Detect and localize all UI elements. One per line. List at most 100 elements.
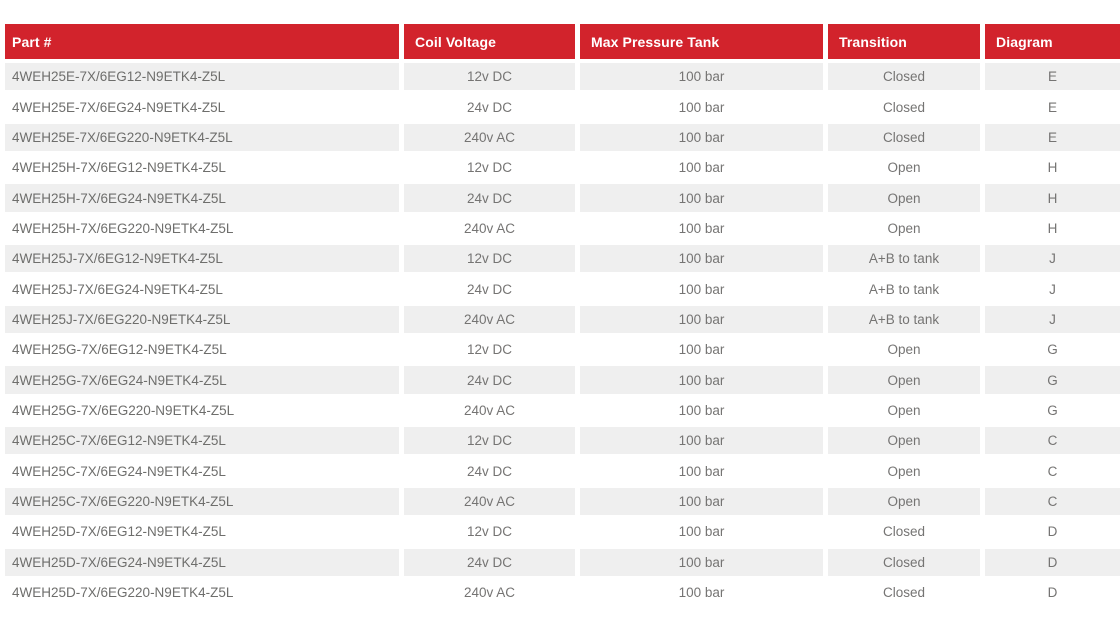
cell-part-number: 4WEH25J-7X/6EG24-N9ETK4-Z5L [5, 275, 399, 303]
cell-diagram: H [985, 214, 1120, 243]
cell-transition: Open [828, 366, 980, 394]
table-row: 4WEH25J-7X/6EG220-N9ETK4-Z5L 240v AC 100… [5, 305, 1120, 334]
cell-max-pressure-tank: 100 bar [580, 305, 823, 334]
cell-diagram: C [985, 427, 1120, 455]
cell-coil-voltage: 12v DC [404, 427, 575, 455]
table-body: 4WEH25E-7X/6EG12-N9ETK4-Z5L 12v DC 100 b… [5, 63, 1120, 607]
table-row: 4WEH25G-7X/6EG12-N9ETK4-Z5L 12v DC 100 b… [5, 336, 1120, 364]
cell-transition: Open [828, 457, 980, 485]
cell-diagram: E [985, 63, 1120, 91]
table-header-row: Part # Coil Voltage Max Pressure Tank Tr… [5, 24, 1120, 59]
table-row: 4WEH25H-7X/6EG12-N9ETK4-Z5L 12v DC 100 b… [5, 154, 1120, 182]
cell-diagram: J [985, 305, 1120, 334]
column-header-transition: Transition [828, 24, 980, 59]
cell-coil-voltage: 12v DC [404, 63, 575, 91]
cell-part-number: 4WEH25E-7X/6EG220-N9ETK4-Z5L [5, 123, 399, 152]
cell-part-number: 4WEH25J-7X/6EG220-N9ETK4-Z5L [5, 305, 399, 334]
cell-max-pressure-tank: 100 bar [580, 154, 823, 182]
table-row: 4WEH25J-7X/6EG24-N9ETK4-Z5L 24v DC 100 b… [5, 275, 1120, 303]
cell-transition: Closed [828, 63, 980, 91]
cell-part-number: 4WEH25G-7X/6EG220-N9ETK4-Z5L [5, 396, 399, 425]
cell-transition: Open [828, 154, 980, 182]
parts-spec-table: Part # Coil Voltage Max Pressure Tank Tr… [5, 24, 1120, 607]
table-row: 4WEH25J-7X/6EG12-N9ETK4-Z5L 12v DC 100 b… [5, 245, 1120, 273]
table-row: 4WEH25G-7X/6EG220-N9ETK4-Z5L 240v AC 100… [5, 396, 1120, 425]
cell-diagram: J [985, 245, 1120, 273]
cell-coil-voltage: 24v DC [404, 275, 575, 303]
cell-max-pressure-tank: 100 bar [580, 275, 823, 303]
cell-transition: Open [828, 336, 980, 364]
cell-coil-voltage: 240v AC [404, 396, 575, 425]
cell-max-pressure-tank: 100 bar [580, 548, 823, 576]
column-header-part-number: Part # [5, 24, 399, 59]
cell-coil-voltage: 12v DC [404, 154, 575, 182]
table-row: 4WEH25H-7X/6EG24-N9ETK4-Z5L 24v DC 100 b… [5, 184, 1120, 212]
cell-transition: Open [828, 184, 980, 212]
cell-max-pressure-tank: 100 bar [580, 336, 823, 364]
cell-transition: Closed [828, 548, 980, 576]
cell-part-number: 4WEH25E-7X/6EG12-N9ETK4-Z5L [5, 63, 399, 91]
cell-max-pressure-tank: 100 bar [580, 245, 823, 273]
cell-diagram: G [985, 396, 1120, 425]
cell-part-number: 4WEH25E-7X/6EG24-N9ETK4-Z5L [5, 93, 399, 121]
cell-part-number: 4WEH25C-7X/6EG220-N9ETK4-Z5L [5, 487, 399, 516]
cell-transition: Closed [828, 578, 980, 607]
cell-transition: Open [828, 427, 980, 455]
cell-transition: Open [828, 214, 980, 243]
cell-part-number: 4WEH25G-7X/6EG12-N9ETK4-Z5L [5, 336, 399, 364]
cell-diagram: D [985, 518, 1120, 546]
cell-diagram: E [985, 93, 1120, 121]
cell-max-pressure-tank: 100 bar [580, 518, 823, 546]
cell-diagram: J [985, 275, 1120, 303]
cell-coil-voltage: 12v DC [404, 245, 575, 273]
column-header-max-pressure-tank: Max Pressure Tank [580, 24, 823, 59]
cell-coil-voltage: 24v DC [404, 548, 575, 576]
table-row: 4WEH25E-7X/6EG24-N9ETK4-Z5L 24v DC 100 b… [5, 93, 1120, 121]
cell-part-number: 4WEH25H-7X/6EG220-N9ETK4-Z5L [5, 214, 399, 243]
cell-max-pressure-tank: 100 bar [580, 184, 823, 212]
cell-part-number: 4WEH25H-7X/6EG24-N9ETK4-Z5L [5, 184, 399, 212]
cell-part-number: 4WEH25G-7X/6EG24-N9ETK4-Z5L [5, 366, 399, 394]
cell-max-pressure-tank: 100 bar [580, 487, 823, 516]
cell-transition: Closed [828, 123, 980, 152]
cell-max-pressure-tank: 100 bar [580, 427, 823, 455]
cell-transition: Open [828, 487, 980, 516]
cell-max-pressure-tank: 100 bar [580, 63, 823, 91]
cell-coil-voltage: 24v DC [404, 457, 575, 485]
cell-coil-voltage: 240v AC [404, 578, 575, 607]
cell-transition: Open [828, 396, 980, 425]
table-row: 4WEH25E-7X/6EG220-N9ETK4-Z5L 240v AC 100… [5, 123, 1120, 152]
cell-part-number: 4WEH25D-7X/6EG12-N9ETK4-Z5L [5, 518, 399, 546]
cell-diagram: D [985, 548, 1120, 576]
cell-diagram: C [985, 457, 1120, 485]
cell-coil-voltage: 24v DC [404, 366, 575, 394]
cell-part-number: 4WEH25C-7X/6EG24-N9ETK4-Z5L [5, 457, 399, 485]
table-row: 4WEH25D-7X/6EG220-N9ETK4-Z5L 240v AC 100… [5, 578, 1120, 607]
cell-max-pressure-tank: 100 bar [580, 214, 823, 243]
table-row: 4WEH25C-7X/6EG220-N9ETK4-Z5L 240v AC 100… [5, 487, 1120, 516]
cell-diagram: D [985, 578, 1120, 607]
cell-transition: A+B to tank [828, 275, 980, 303]
cell-diagram: H [985, 154, 1120, 182]
cell-part-number: 4WEH25H-7X/6EG12-N9ETK4-Z5L [5, 154, 399, 182]
cell-coil-voltage: 240v AC [404, 214, 575, 243]
table-row: 4WEH25C-7X/6EG12-N9ETK4-Z5L 12v DC 100 b… [5, 427, 1120, 455]
cell-diagram: C [985, 487, 1120, 516]
table-row: 4WEH25D-7X/6EG12-N9ETK4-Z5L 12v DC 100 b… [5, 518, 1120, 546]
cell-diagram: H [985, 184, 1120, 212]
cell-max-pressure-tank: 100 bar [580, 457, 823, 485]
cell-part-number: 4WEH25D-7X/6EG24-N9ETK4-Z5L [5, 548, 399, 576]
cell-diagram: G [985, 366, 1120, 394]
cell-max-pressure-tank: 100 bar [580, 123, 823, 152]
cell-coil-voltage: 240v AC [404, 305, 575, 334]
cell-transition: A+B to tank [828, 305, 980, 334]
cell-transition: Closed [828, 518, 980, 546]
cell-transition: A+B to tank [828, 245, 980, 273]
cell-diagram: G [985, 336, 1120, 364]
table-row: 4WEH25G-7X/6EG24-N9ETK4-Z5L 24v DC 100 b… [5, 366, 1120, 394]
cell-max-pressure-tank: 100 bar [580, 366, 823, 394]
cell-max-pressure-tank: 100 bar [580, 93, 823, 121]
cell-coil-voltage: 240v AC [404, 123, 575, 152]
column-header-coil-voltage: Coil Voltage [404, 24, 575, 59]
cell-coil-voltage: 24v DC [404, 93, 575, 121]
